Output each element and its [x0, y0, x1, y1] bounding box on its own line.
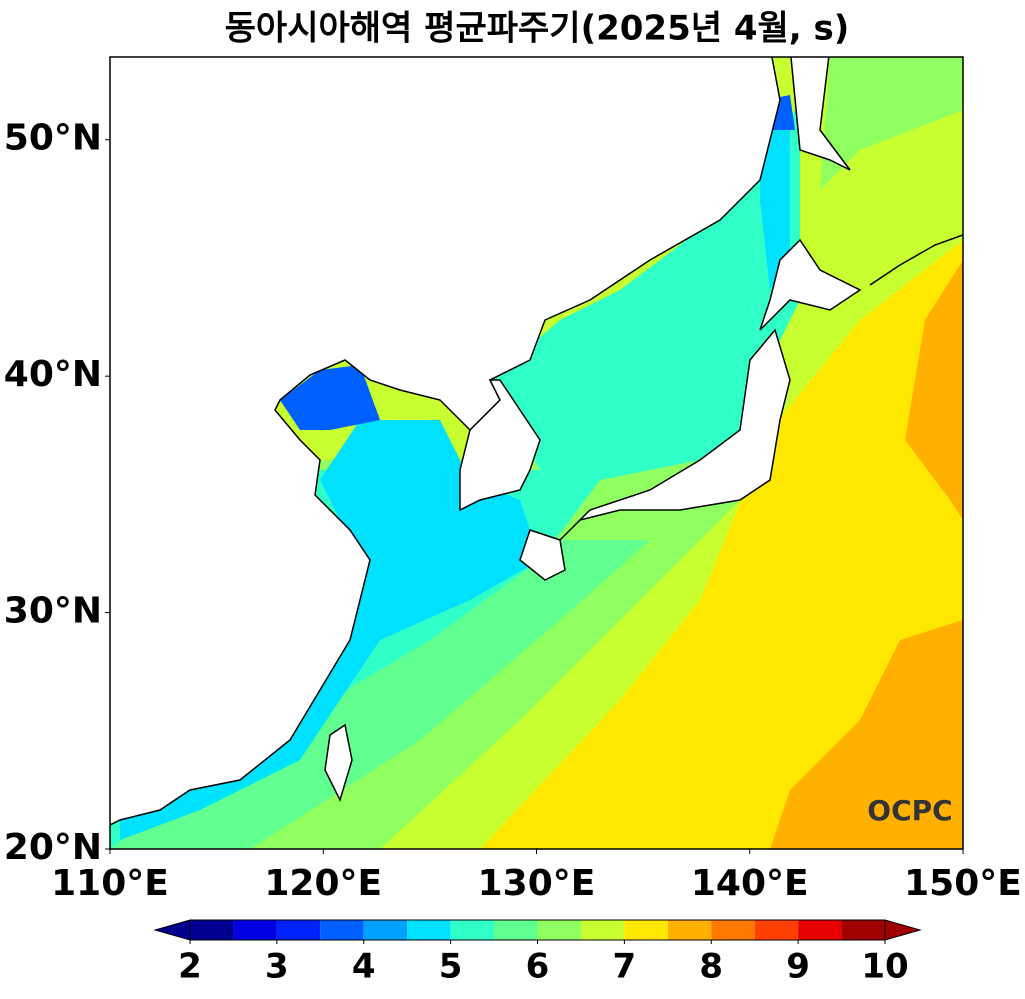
colorbar-tick-label: 6 [526, 947, 550, 987]
colorbar-box [754, 920, 799, 940]
sea-field [820, 57, 963, 190]
colorbar-box [841, 920, 885, 940]
colorbar-box [580, 920, 625, 940]
land [790, 57, 851, 171]
colorbar-box [450, 920, 495, 940]
x-tick-label: 120°E [264, 863, 382, 904]
colorbar-box [276, 920, 321, 940]
colorbar-tick-label: 3 [265, 947, 289, 987]
y-tick-label: 50°N [4, 118, 102, 159]
colorbar-tick-label: 5 [439, 947, 463, 987]
x-tick-label: 150°E [904, 863, 1022, 904]
colorbar-tick-label: 4 [352, 947, 376, 987]
land [459, 379, 541, 512]
sea-field [480, 240, 963, 849]
colorbar-box [624, 920, 668, 940]
x-tick-label: 110°E [51, 863, 169, 904]
sea-field [120, 420, 540, 840]
y-tick-label: 30°N [4, 591, 102, 632]
colorbar-tick-label: 10 [861, 947, 908, 987]
colorbar-box [233, 920, 277, 940]
y-tick-label: 40°N [4, 354, 102, 395]
land [110, 57, 781, 826]
colorbar-tick-label: 9 [786, 947, 810, 987]
coastline [869, 234, 963, 286]
x-tick-label: 140°E [691, 863, 809, 904]
colorbar-box [667, 920, 712, 940]
y-tick-label: 20°N [4, 827, 102, 868]
colorbar-extend-high [884, 919, 922, 941]
colorbar-extend-low [153, 919, 191, 941]
watermark: OCPC [867, 794, 952, 827]
map [110, 57, 963, 849]
colorbar-box [320, 920, 364, 940]
sea-field [490, 100, 800, 480]
sea-field [280, 365, 380, 430]
colorbar-box [363, 920, 408, 940]
colorbar-box [407, 920, 451, 940]
land [559, 328, 791, 541]
chart-title: 동아시아해역 평균파주기(2025년 4월, s) [225, 9, 850, 49]
colorbar-box [711, 920, 755, 940]
colorbar-tick-label: 8 [699, 947, 723, 987]
colorbar-tick-label: 2 [178, 947, 202, 987]
colorbar-box [537, 920, 581, 940]
land [759, 238, 862, 331]
x-tick-label: 130°E [478, 863, 596, 904]
colorbar-box [798, 920, 842, 940]
sea-field [770, 620, 963, 849]
sea-field [905, 260, 963, 520]
colorbar-tick-label: 7 [613, 947, 637, 987]
land [519, 529, 566, 581]
colorbar-box [190, 920, 234, 940]
land [324, 723, 353, 803]
colorbar-box [494, 920, 538, 940]
